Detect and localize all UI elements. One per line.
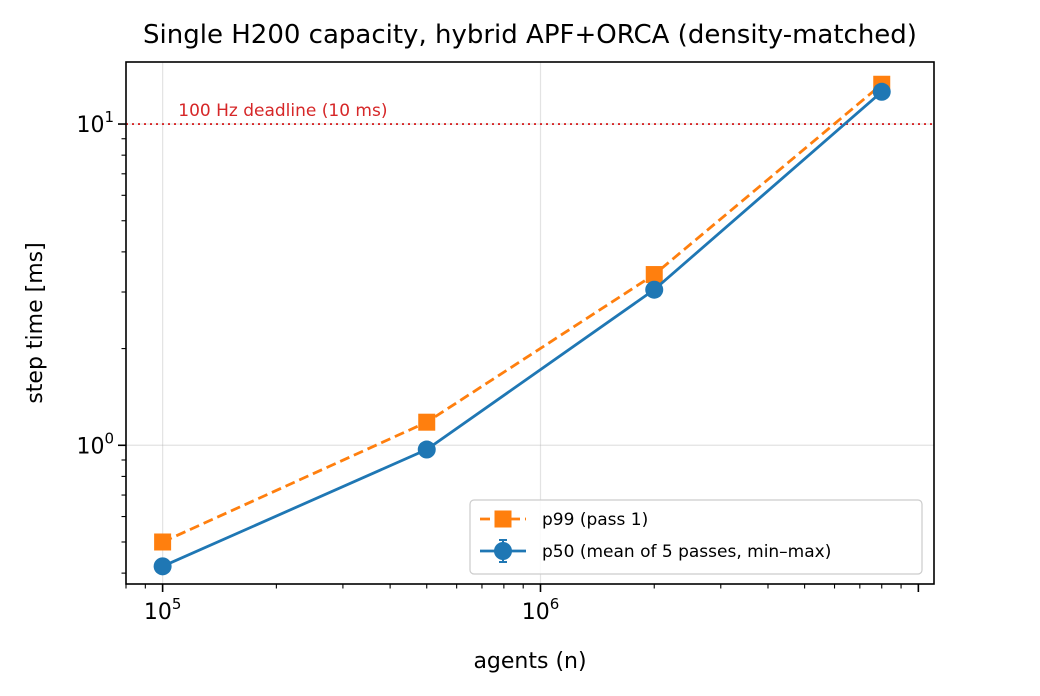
deadline-label: 100 Hz deadline (10 ms) bbox=[178, 101, 387, 121]
series-line bbox=[162, 83, 883, 544]
series-p50 bbox=[153, 82, 891, 576]
x-axis-label: agents (n) bbox=[473, 649, 586, 674]
data-point-circle bbox=[645, 280, 664, 299]
data-point-circle bbox=[872, 82, 891, 101]
legend-label: p50 (mean of 5 passes, min–max) bbox=[542, 542, 831, 562]
legend-swatch-marker bbox=[494, 510, 512, 528]
series-p99 bbox=[154, 75, 891, 551]
legend-swatch-marker bbox=[494, 542, 512, 560]
data-point-square bbox=[154, 533, 172, 551]
y-axis-label: step time [ms] bbox=[23, 242, 48, 403]
plot-frame bbox=[125, 61, 935, 585]
series-line bbox=[162, 90, 883, 568]
data-point-square bbox=[645, 266, 663, 284]
legend-item: p50 (mean of 5 passes, min–max) bbox=[480, 539, 831, 563]
reference-line-group: 100 Hz deadline (10 ms) bbox=[126, 101, 934, 125]
legend: p99 (pass 1) p50 (mean of 5 passes, min–m… bbox=[469, 499, 923, 575]
x-tick-label: 105 bbox=[144, 595, 182, 625]
legend-label: p99 (pass 1) bbox=[542, 510, 648, 530]
y-tick-label: 100 bbox=[76, 429, 114, 459]
legend-item: p99 (pass 1) bbox=[480, 510, 648, 530]
series-group bbox=[153, 75, 891, 576]
x-tick-label: 106 bbox=[522, 595, 560, 625]
y-tick-label: 101 bbox=[76, 108, 114, 138]
data-point-square bbox=[418, 413, 436, 431]
data-point-circle bbox=[417, 440, 436, 459]
chart-title: Single H200 capacity, hybrid APF+ORCA (d… bbox=[143, 20, 917, 50]
data-point-circle bbox=[153, 557, 172, 576]
legend-box bbox=[469, 499, 923, 575]
